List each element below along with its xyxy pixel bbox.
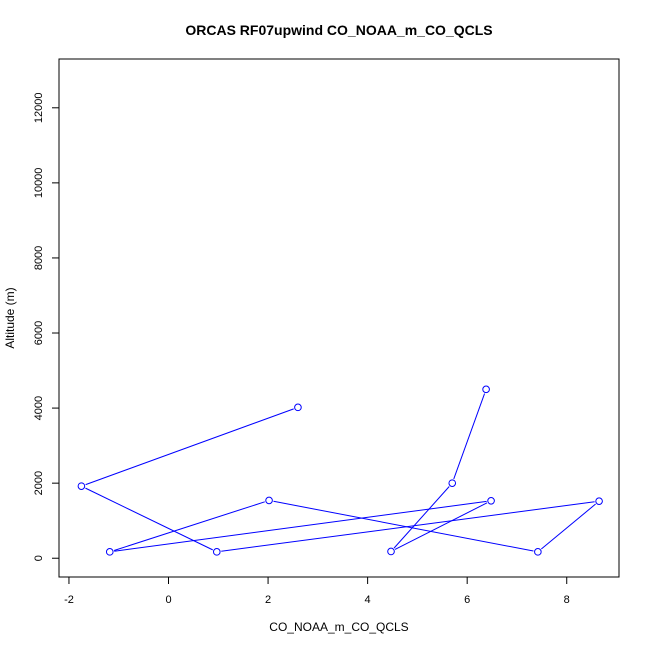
y-tick-label: 4000 [33, 396, 45, 420]
y-tick-label: 12000 [33, 93, 45, 124]
data-point [482, 385, 490, 394]
series-segment [85, 408, 294, 486]
y-tick-label: 6000 [33, 321, 45, 345]
series-layer [77, 385, 603, 556]
y-tick-label: 2000 [33, 471, 45, 495]
x-axis: -2 0 2 4 6 8 [64, 576, 570, 606]
data-point [387, 547, 395, 556]
data-point [595, 497, 603, 505]
data-point [77, 482, 86, 490]
x-tick-label: -2 [64, 594, 74, 606]
data-point [534, 548, 542, 556]
data-point [487, 497, 495, 505]
x-axis-label: CO_NOAA_m_CO_QCLS [269, 620, 408, 634]
data-point [212, 548, 221, 556]
series-segment [273, 500, 534, 552]
plot-frame [58, 58, 620, 578]
chart-title: ORCAS RF07upwind CO_NOAA_m_CO_QCLS [185, 22, 492, 38]
data-point [105, 548, 114, 556]
x-tick-label: 2 [265, 594, 271, 606]
series-segment [453, 393, 486, 480]
series-segment [394, 502, 488, 550]
data-point [294, 403, 302, 412]
x-tick-label: 6 [464, 594, 470, 606]
series-segment [85, 487, 213, 551]
data-point [265, 496, 273, 505]
x-tick-label: 4 [365, 594, 371, 606]
x-tick-label: 0 [165, 594, 171, 606]
series-segment [114, 500, 487, 552]
y-axis-label: Altitude (m) [3, 287, 17, 348]
y-tick-label: 8000 [33, 246, 45, 270]
y-tick-label: 0 [33, 555, 45, 561]
y-tick-label: 10000 [33, 168, 45, 199]
y-axis: 0 2000 4000 6000 8000 10000 12000 [33, 93, 60, 561]
series-segment [541, 503, 596, 550]
series-segment [113, 501, 265, 551]
data-point [448, 479, 457, 487]
x-tick-label: 8 [564, 594, 570, 606]
series-segment [393, 486, 450, 549]
